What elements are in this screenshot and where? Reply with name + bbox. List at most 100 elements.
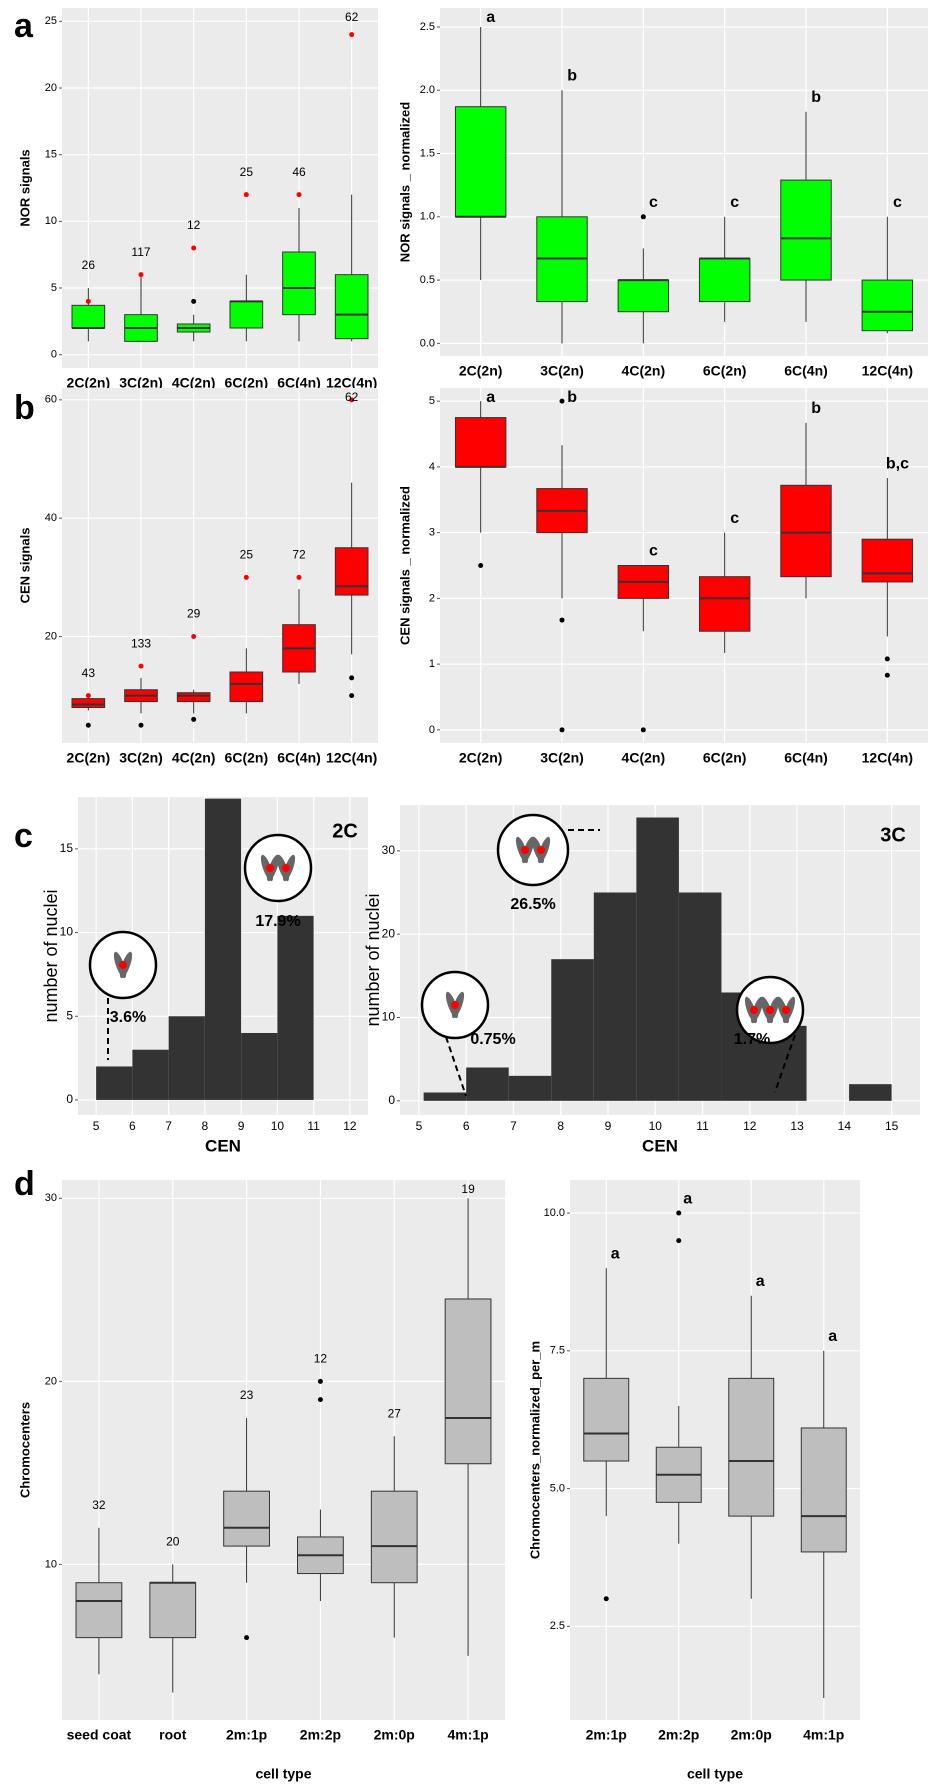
red-point: [296, 574, 302, 580]
outlier: [603, 1596, 609, 1602]
box-annotation: 62: [345, 10, 359, 24]
icon-circle: [243, 833, 313, 903]
box-annotation: b,c: [886, 455, 909, 472]
box-annotation: a: [486, 9, 495, 26]
x-tick-label: 12C(4n): [326, 750, 377, 766]
x-tick-label: 8: [557, 1119, 564, 1133]
x-tick-label: 11: [307, 1119, 320, 1133]
box: [149, 1582, 197, 1639]
box-annotation: 12: [314, 1352, 328, 1366]
x-tick-label: 2C(2n): [459, 750, 503, 766]
x-tick-label: 6C(4n): [784, 363, 828, 379]
x-tick-label: 6C(4n): [277, 375, 321, 391]
box-annotation: b: [811, 89, 821, 106]
x-tick-label: 6: [463, 1119, 470, 1133]
x-tick-label: 4m:1p: [803, 1727, 844, 1743]
x-tick-label: 2m:0p: [374, 1727, 415, 1743]
red-point: [85, 693, 91, 699]
box: [229, 300, 264, 329]
annotation: 3C: [880, 824, 906, 846]
box-annotation: c: [730, 510, 739, 527]
box-annotation: b: [567, 67, 577, 84]
y-tick-label: 1.5: [420, 147, 435, 159]
box-annotation: 29: [187, 607, 201, 621]
box: [583, 1377, 630, 1462]
bar: [423, 1092, 467, 1101]
box-annotation: a: [683, 1190, 692, 1207]
panel-label: b: [14, 389, 35, 427]
red-point: [85, 298, 91, 304]
box: [229, 671, 264, 703]
box: [780, 179, 832, 281]
outlier: [349, 693, 355, 699]
box: [698, 258, 751, 303]
x-tick-label: 2m:1p: [226, 1727, 267, 1743]
outlier: [559, 398, 565, 404]
y-tick-label: 30: [45, 1192, 57, 1204]
outlier: [349, 675, 355, 681]
pointer-line: [445, 1036, 467, 1097]
x-tick-label: 2m:2p: [300, 1727, 341, 1743]
bar: [168, 1016, 205, 1100]
box-annotation: b: [811, 400, 821, 417]
y-tick-label: 0: [66, 1092, 73, 1106]
x-tick-label: 13: [790, 1119, 804, 1133]
red-point: [349, 397, 355, 403]
box: [282, 251, 316, 316]
box: [861, 279, 914, 332]
plot-background: [440, 388, 928, 743]
x-tick-label: 14: [838, 1119, 852, 1133]
x-tick-label: 6C(4n): [784, 750, 828, 766]
x-tick-label: 4C(2n): [622, 363, 666, 379]
y-tick-label: 10: [45, 215, 57, 227]
box-annotation: 19: [461, 1182, 475, 1196]
panel-label: a: [14, 7, 34, 45]
y-axis-title: Chromocenters_normalized_per_m: [527, 1341, 542, 1559]
box-annotation: 32: [92, 1498, 106, 1512]
outlier: [559, 617, 565, 623]
box: [454, 106, 507, 218]
outlier: [884, 656, 890, 662]
box: [223, 1490, 270, 1547]
bar: [636, 817, 679, 1101]
box: [780, 484, 832, 578]
box-annotation: 72: [292, 548, 306, 562]
annotation: 2C: [332, 820, 358, 842]
outlier: [85, 722, 91, 728]
box: [71, 304, 106, 329]
x-tick-label: 4C(2n): [172, 375, 216, 391]
x-tick-label: 3C(2n): [119, 750, 163, 766]
y-tick-label: 5: [66, 1008, 73, 1022]
outlier: [676, 1238, 682, 1244]
x-tick-label: 2m:0p: [731, 1727, 772, 1743]
x-tick-label: 12: [343, 1119, 357, 1133]
centromere-icon: [282, 864, 290, 872]
y-tick-label: 0: [429, 724, 435, 736]
x-tick-label: 4C(2n): [172, 750, 216, 766]
outlier: [640, 727, 646, 733]
box: [800, 1427, 847, 1553]
outlier: [884, 672, 890, 678]
y-tick-label: 10.0: [544, 1207, 565, 1219]
x-axis-title: CEN: [205, 1136, 241, 1155]
x-axis-title: cell type: [687, 1766, 743, 1782]
outlier: [559, 727, 565, 733]
x-tick-label: 12: [743, 1119, 757, 1133]
bar: [241, 1032, 278, 1100]
box-annotation: a: [611, 1245, 620, 1262]
annotation: 0.75%: [470, 1031, 515, 1048]
plot-background: [62, 1180, 505, 1720]
y-tick-label: 15: [45, 149, 57, 161]
y-axis-title: number of nuclei: [363, 893, 383, 1026]
y-tick-label: 2.5: [550, 1620, 565, 1632]
outlier: [317, 1378, 323, 1384]
red-point: [243, 574, 249, 580]
box: [334, 274, 369, 340]
outlier: [191, 298, 197, 304]
x-tick-label: 9: [605, 1119, 612, 1133]
y-tick-label: 0: [388, 1093, 395, 1107]
panel-label: c: [14, 817, 33, 855]
y-tick-label: 1: [429, 658, 435, 670]
centromere-icon: [766, 1006, 774, 1014]
centromere-icon: [537, 846, 545, 854]
